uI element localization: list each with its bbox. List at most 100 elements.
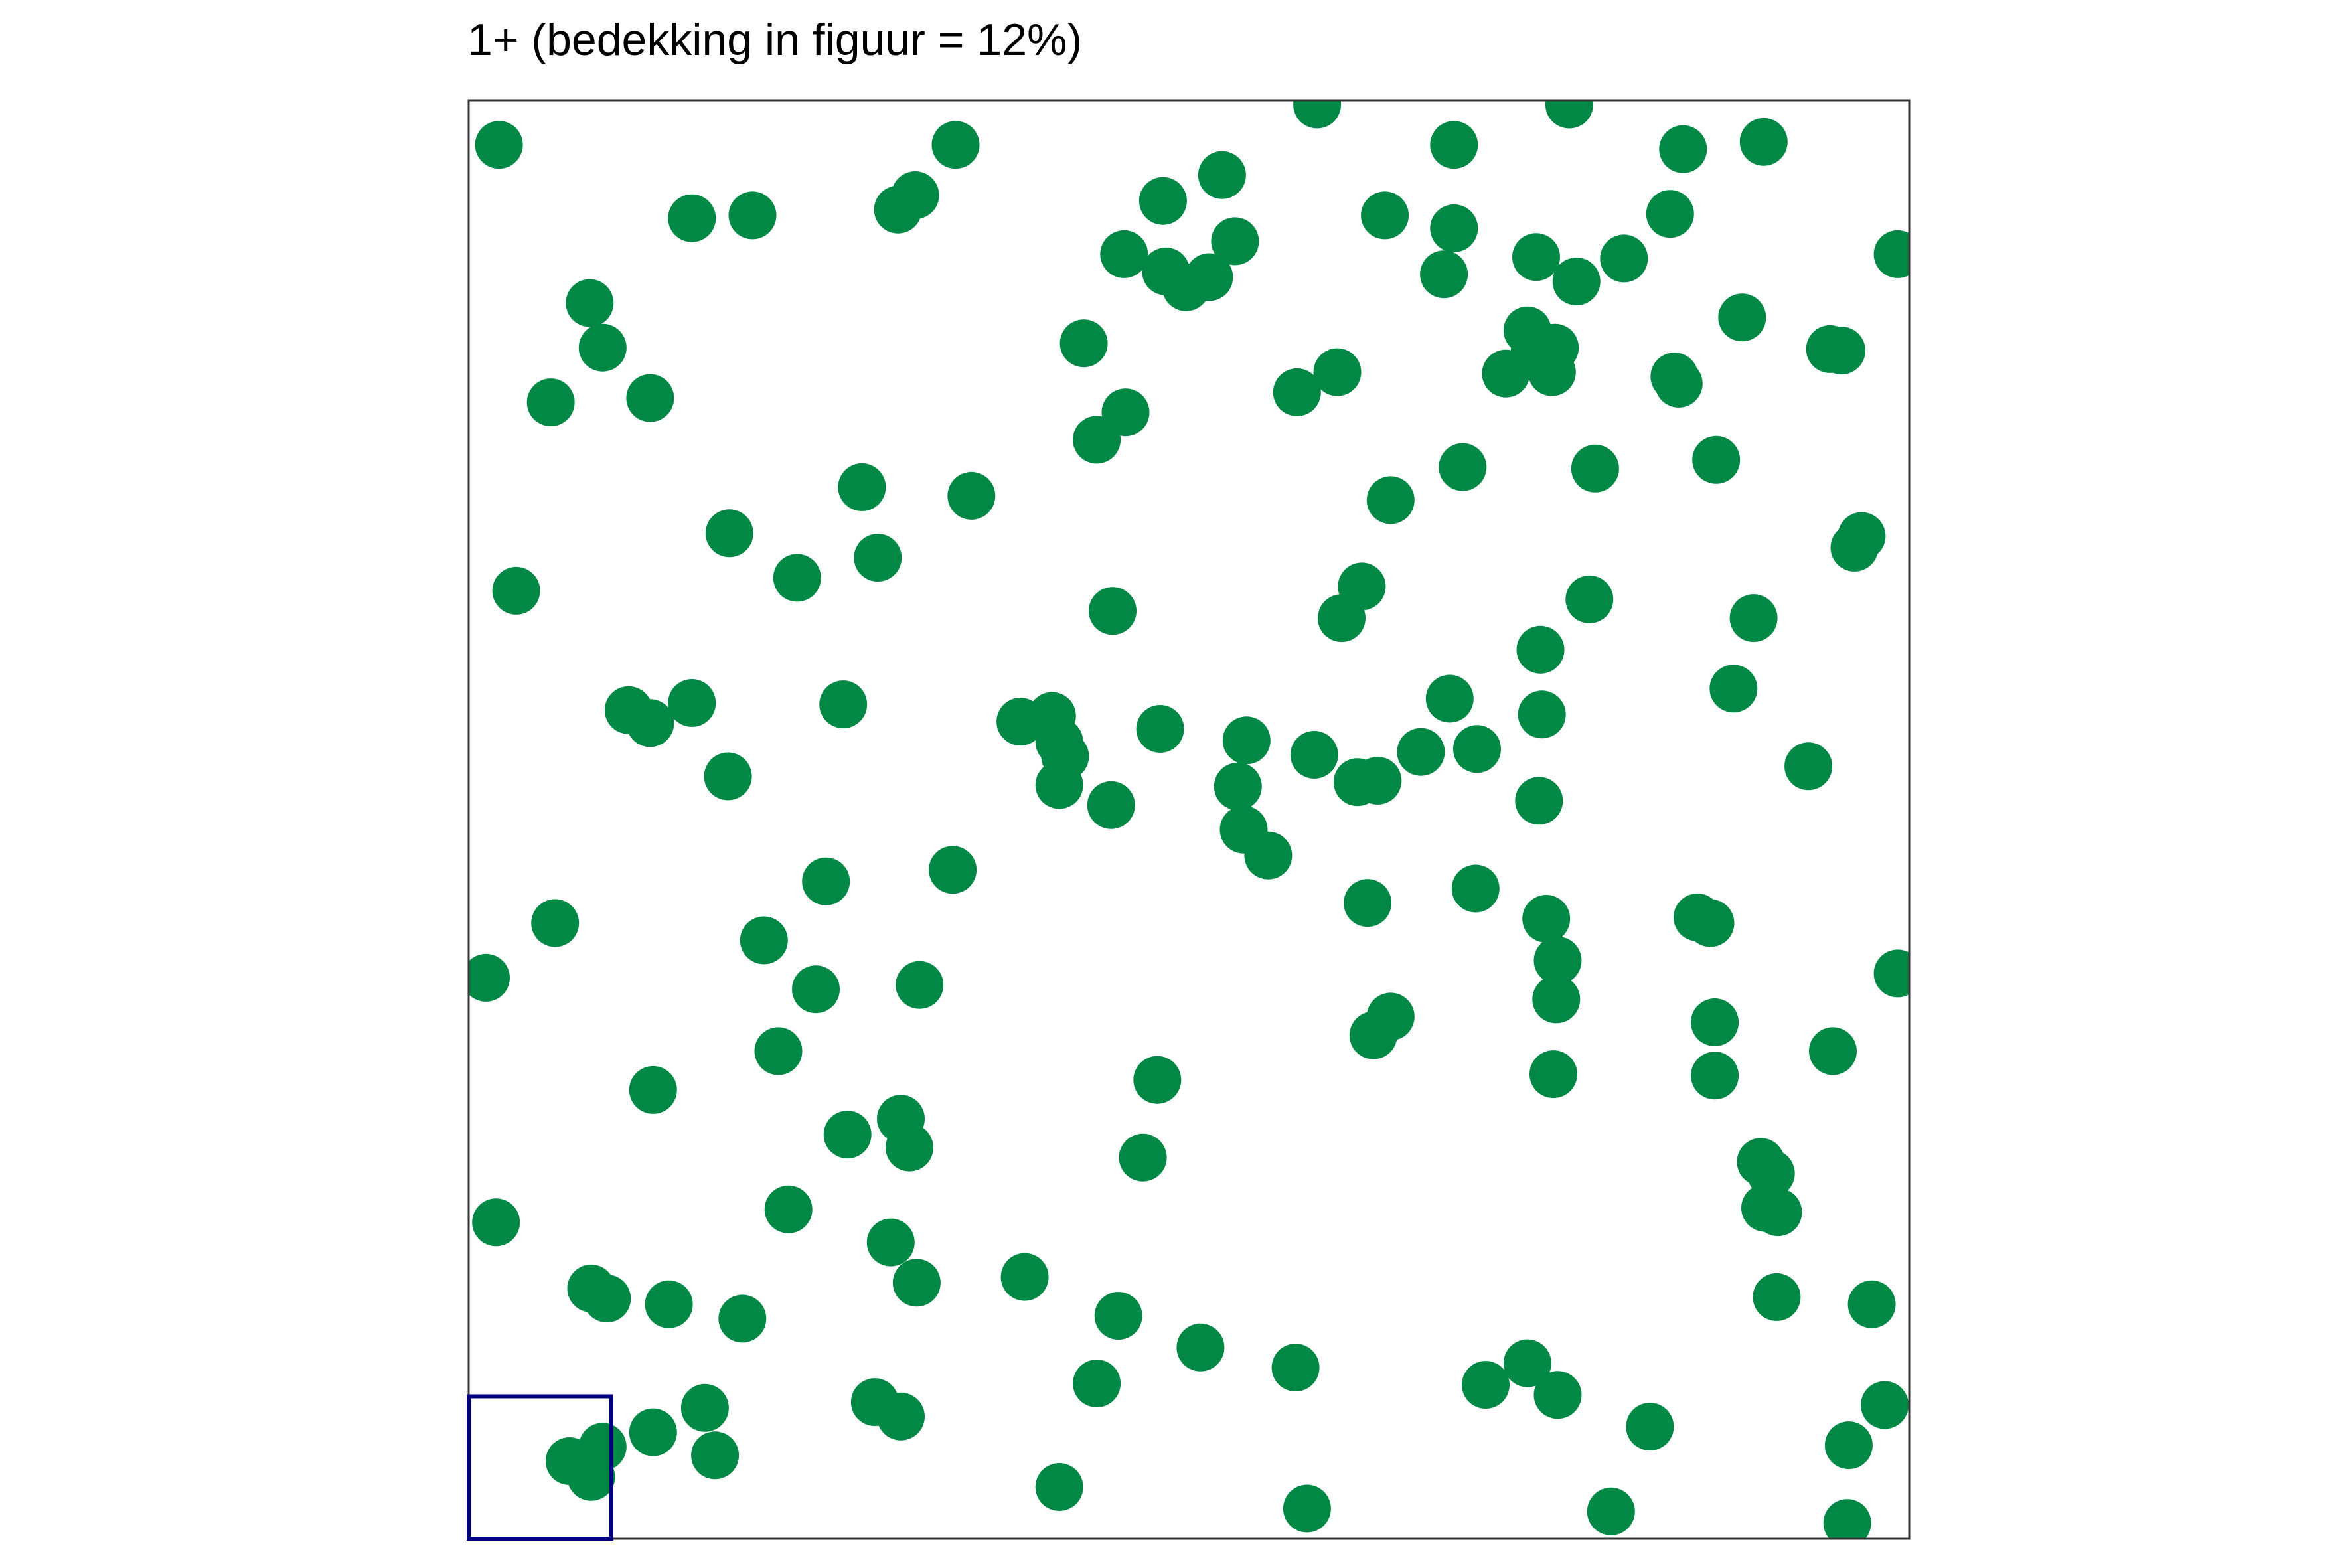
data-point [819, 680, 868, 729]
data-point [668, 679, 716, 727]
data-point [1420, 250, 1468, 299]
data-point [1533, 1371, 1582, 1419]
data-point [526, 378, 575, 427]
data-point [1453, 725, 1501, 773]
data-point [838, 463, 886, 511]
data-point [1691, 1052, 1739, 1100]
data-point [1587, 1487, 1635, 1535]
data-point [1533, 936, 1582, 984]
data-point [1824, 1421, 1873, 1470]
plot-frame [467, 99, 1911, 1540]
data-point [1059, 319, 1108, 368]
data-point [1089, 587, 1137, 635]
data-point [1244, 831, 1293, 880]
data-point [626, 699, 674, 747]
data-point [668, 194, 716, 242]
data-point [472, 1198, 520, 1247]
data-point [1646, 190, 1694, 238]
data-point [1271, 1344, 1320, 1392]
data-point [1692, 435, 1741, 484]
data-point [680, 1383, 729, 1432]
data-point [728, 191, 777, 240]
data-point [1162, 263, 1210, 311]
data-point [1273, 368, 1321, 416]
data-point [1451, 864, 1500, 913]
data-point [1838, 512, 1886, 560]
chart-title: 1+ (bedekking in figuur = 12%) [467, 15, 1083, 65]
data-point [1516, 625, 1565, 674]
data-point [1522, 895, 1571, 943]
data-point [1691, 998, 1739, 1046]
data-point [1349, 1011, 1397, 1059]
data-point [578, 1423, 627, 1471]
data-point [1729, 594, 1778, 643]
data-point [1873, 230, 1909, 278]
data-point [1430, 204, 1478, 252]
data-point [1515, 777, 1563, 825]
data-point [531, 899, 580, 947]
data-point [823, 1111, 872, 1159]
data-point [1600, 234, 1648, 283]
data-point [1482, 349, 1530, 398]
data-point [1754, 1188, 1802, 1237]
data-point [705, 509, 753, 558]
data-point [754, 1027, 803, 1075]
data-point [891, 171, 939, 219]
data-point [691, 1431, 740, 1480]
data-point [854, 534, 902, 582]
data-point [1211, 217, 1259, 266]
data-point [1430, 121, 1478, 169]
data-point [1686, 899, 1735, 947]
data-point [704, 752, 752, 801]
data-point [1100, 230, 1148, 278]
data-point [492, 566, 540, 615]
data-point [1035, 1463, 1083, 1511]
data-point [1709, 665, 1758, 713]
data-point [583, 1275, 631, 1323]
data-point [802, 857, 850, 905]
data-point [1198, 151, 1246, 199]
data-point [1087, 781, 1135, 829]
data-point [866, 1218, 915, 1267]
data-point [1873, 949, 1909, 998]
data-point [947, 471, 996, 520]
data-point [1425, 674, 1474, 723]
data-point [1753, 1273, 1801, 1321]
data-point [1626, 1403, 1674, 1450]
data-point [718, 1294, 767, 1343]
data-point [931, 121, 980, 169]
data-point [1361, 191, 1409, 240]
data-point [1222, 716, 1271, 765]
data-point [1094, 1292, 1142, 1340]
data-point [792, 965, 840, 1014]
data-point [1035, 761, 1083, 809]
data-point [1000, 1253, 1049, 1301]
data-point [1354, 757, 1402, 805]
data-point [1532, 975, 1581, 1024]
data-point [1545, 100, 1593, 129]
data-point [566, 279, 614, 327]
data-point [1119, 1133, 1167, 1182]
data-point [740, 916, 788, 965]
data-point [1809, 1027, 1857, 1075]
data-point [896, 961, 944, 1009]
data-point [1439, 443, 1487, 491]
data-point [1512, 233, 1560, 281]
data-point [1518, 690, 1566, 739]
data-point [1654, 359, 1703, 408]
data-point [1136, 705, 1184, 753]
data-point [629, 1065, 677, 1114]
data-point [1138, 177, 1187, 225]
data-point [1318, 594, 1366, 643]
data-point [1462, 1361, 1510, 1409]
data-point [1214, 762, 1262, 811]
data-point [1290, 731, 1338, 779]
data-point [1528, 348, 1576, 396]
data-point [1073, 1360, 1121, 1407]
data-point [469, 953, 510, 1002]
data-point [1073, 416, 1121, 464]
data-point [1503, 1339, 1551, 1387]
data-point [1552, 258, 1601, 305]
sample-quadrat [467, 1394, 613, 1541]
